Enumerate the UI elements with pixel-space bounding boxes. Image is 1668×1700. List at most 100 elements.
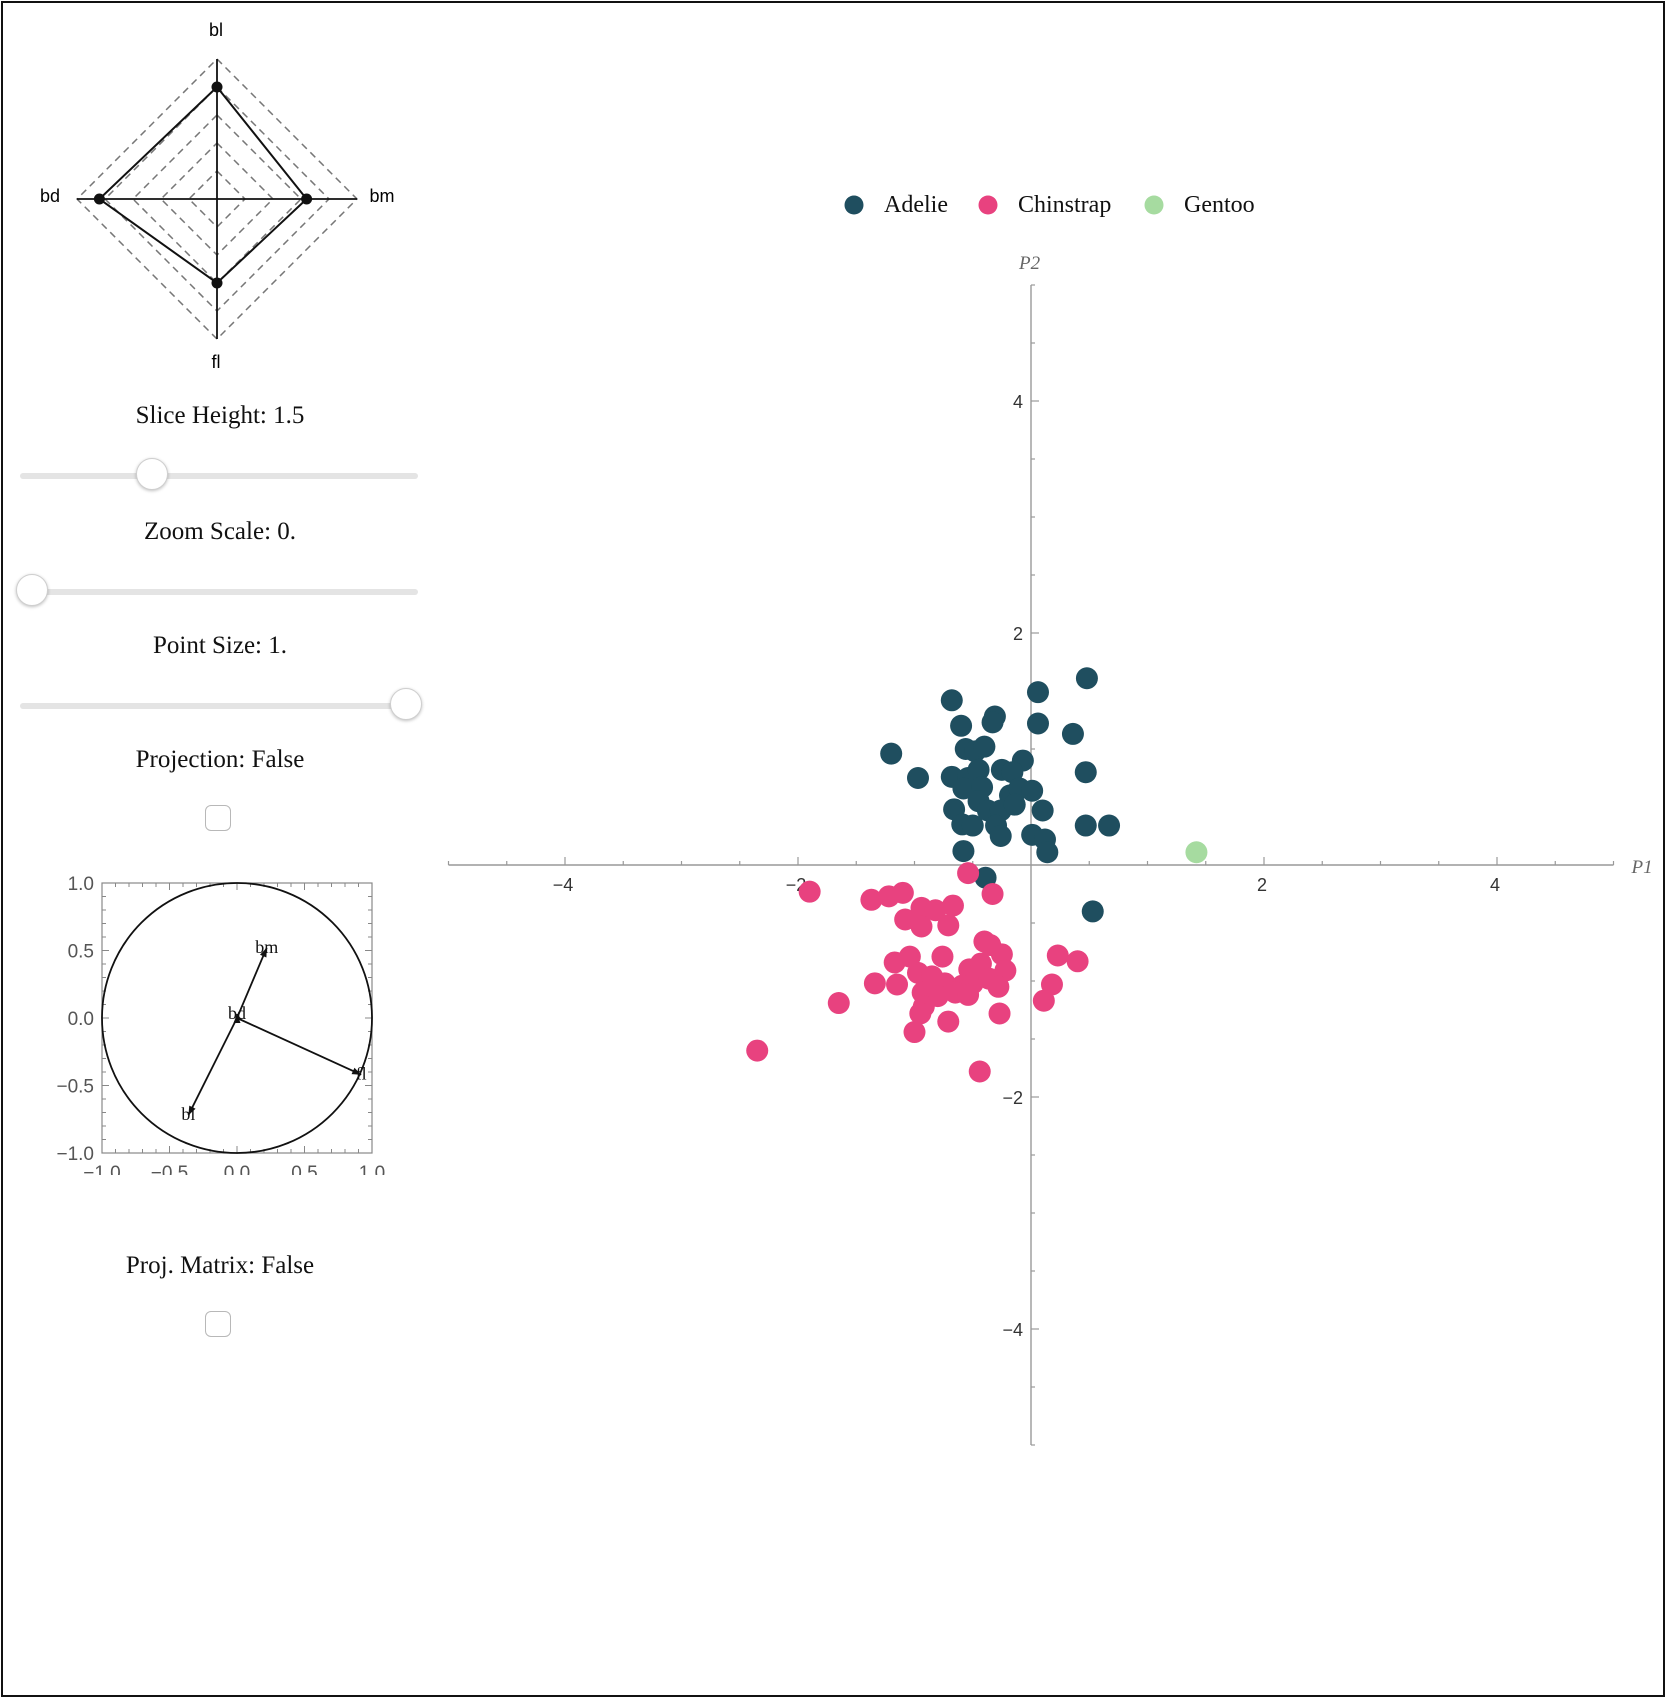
zoom-scale-slider[interactable] <box>16 574 418 606</box>
point-chinstrap <box>798 880 821 903</box>
radar-point-bl <box>211 81 223 93</box>
scatter-ticks <box>447 284 1615 1446</box>
point-adelie <box>950 714 973 737</box>
point-chinstrap <box>886 973 909 996</box>
radar-point-bm <box>301 193 313 205</box>
radar-point-bd <box>93 193 105 205</box>
point-adelie <box>1061 722 1084 745</box>
point-chinstrap <box>937 1010 960 1033</box>
point-adelie <box>1026 712 1049 735</box>
y-axis-label: P2 <box>1018 253 1041 274</box>
radar-label-fl: fl <box>212 352 221 372</box>
loading-label-bd: bd <box>228 1003 246 1023</box>
projection-label: Projection: False <box>135 746 305 773</box>
radar-point-fl <box>211 277 223 289</box>
radar-glyph: bl bm fl bd <box>40 20 395 372</box>
point-chinstrap <box>746 1039 769 1062</box>
radar-label-bm: bm <box>369 186 394 206</box>
point-chinstrap <box>860 888 883 911</box>
loading-vector-fl <box>236 1017 362 1076</box>
circle-x-tick-label: 1.0 <box>359 1163 385 1175</box>
circle-y-tick-label: −1.0 <box>56 1144 94 1165</box>
point-chinstrap <box>931 945 954 968</box>
circle-plot-tick-labels: −1.0 −0.5 0.0 0.5 1.0 1.0 0.5 0.0 −0.5 −1.0 <box>56 874 385 1175</box>
point-adelie <box>952 840 975 863</box>
point-adelie <box>989 825 1012 847</box>
arrowhead-bm <box>259 947 267 958</box>
point-gentoo <box>1185 841 1208 864</box>
point-adelie <box>1074 814 1097 837</box>
slice-height-thumb[interactable] <box>135 458 168 490</box>
point-adelie <box>1074 761 1097 784</box>
zoom-scale-thumb[interactable] <box>16 574 48 606</box>
scatter-tick-labels: −4 −2 2 442−2−4 <box>553 392 1500 1340</box>
x-axis-label: P1 <box>1631 857 1653 878</box>
point-adelie <box>906 767 929 789</box>
point-chinstrap <box>1032 989 1055 1012</box>
point-adelie <box>967 758 990 781</box>
point-chinstrap <box>827 992 850 1015</box>
x-tick-label: 4 <box>1490 875 1500 895</box>
projection-checkbox[interactable] <box>205 805 231 831</box>
legend-swatch-adelie <box>844 195 864 215</box>
point-size-label: Point Size: 1. <box>152 632 288 659</box>
y-tick-label: −4 <box>1002 1320 1023 1340</box>
point-adelie <box>1081 900 1104 923</box>
point-size-slider[interactable] <box>20 688 422 720</box>
loading-label-bl: bl <box>181 1104 195 1124</box>
zoom-scale-label: Zoom Scale: 0. <box>143 518 297 545</box>
point-adelie <box>1026 681 1049 704</box>
point-chinstrap <box>891 881 914 904</box>
point-chinstrap <box>924 899 947 922</box>
proj-matrix-label: Proj. Matrix: False <box>125 1252 315 1279</box>
legend-label-chinstrap: Chinstrap <box>1018 192 1111 218</box>
legend-swatch-gentoo <box>1144 195 1164 215</box>
proj-matrix-checkbox[interactable] <box>205 1311 231 1337</box>
slice-height-label: Slice Height: 1.5 <box>135 402 305 429</box>
circle-y-tick-label: 1.0 <box>68 874 94 895</box>
point-adelie <box>973 735 996 758</box>
loading-vector-bm <box>236 947 268 1019</box>
loading-vectors: bm bd fl bl <box>181 937 366 1124</box>
scatter-points <box>746 667 1208 1083</box>
circle-x-tick-label: 0.0 <box>224 1163 250 1175</box>
point-chinstrap <box>937 914 960 937</box>
circle-x-tick-label: 0.5 <box>291 1163 317 1175</box>
radar-label-bl: bl <box>209 20 223 40</box>
point-chinstrap <box>957 862 980 885</box>
point-adelie <box>1098 814 1121 837</box>
scatter-axes <box>448 285 1614 1445</box>
circle-y-tick-label: 0.0 <box>68 1009 94 1030</box>
radar-axes <box>77 59 357 339</box>
point-chinstrap <box>981 883 1004 905</box>
point-chinstrap <box>987 975 1010 998</box>
x-tick-label: 2 <box>1257 875 1267 895</box>
unit-circle <box>101 882 373 1154</box>
radar-label-bd: bd <box>40 186 60 206</box>
arrowhead-bl <box>188 1105 196 1116</box>
point-adelie <box>880 742 903 765</box>
point-chinstrap <box>968 1060 991 1083</box>
point-adelie <box>1003 793 1026 816</box>
point-chinstrap <box>863 972 886 995</box>
point-size-thumb[interactable] <box>390 688 422 720</box>
loading-vector-bl <box>187 1017 238 1116</box>
point-chinstrap <box>898 945 921 968</box>
legend-label-gentoo: Gentoo <box>1184 192 1255 218</box>
y-tick-label: −2 <box>1002 1088 1023 1108</box>
point-adelie <box>940 689 963 712</box>
radar-points <box>93 81 313 289</box>
point-adelie <box>1036 841 1059 864</box>
slice-height-slider[interactable] <box>20 458 418 490</box>
y-tick-label: 4 <box>1013 392 1023 412</box>
scatter-plot: Adelie Chinstrap Gentoo −4 −2 2 442−2−4 P1 P2 <box>447 192 1653 1446</box>
legend-label-adelie: Adelie <box>884 192 948 218</box>
circle-y-tick-label: 0.5 <box>68 942 94 963</box>
point-chinstrap <box>910 915 933 938</box>
point-adelie <box>1075 667 1098 690</box>
circle-x-tick-label: −1.0 <box>83 1163 121 1175</box>
point-chinstrap <box>1046 944 1069 967</box>
point-adelie <box>981 711 1004 734</box>
